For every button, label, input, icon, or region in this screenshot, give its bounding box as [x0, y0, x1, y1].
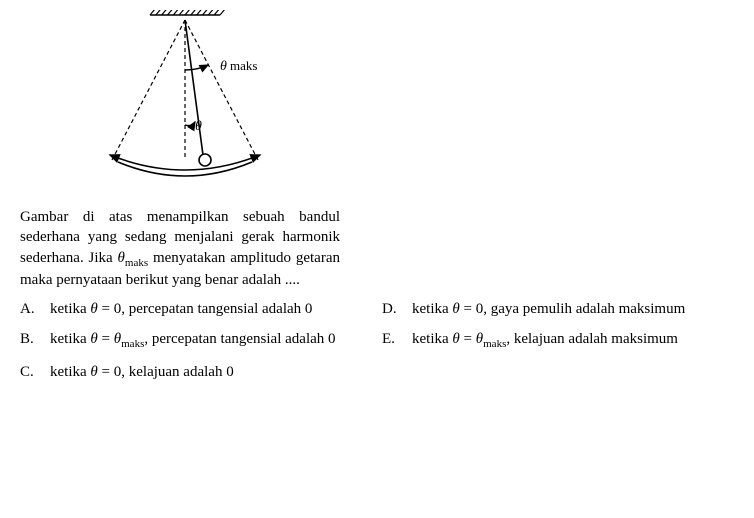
option-a-letter: A. [20, 299, 38, 319]
svg-text:maks: maks [230, 58, 257, 73]
pendulum-figure: θ maksθ [100, 10, 734, 195]
options-right-column: D. ketika θ = 0, gaya pemulih adalah mak… [382, 299, 712, 382]
option-a-text: ketika θ = 0, percepatan tangensial adal… [50, 299, 312, 319]
option-e-text: ketika θ = θmaks, kelajuan adalah maksim… [412, 329, 678, 352]
svg-text:θ: θ [195, 119, 202, 134]
theta-subscript: maks [125, 257, 148, 269]
option-d-letter: D. [382, 299, 400, 319]
option-b-letter: B. [20, 329, 38, 352]
option-c: C. ketika θ = 0, kelajuan adalah 0 [20, 362, 350, 382]
option-e-letter: E. [382, 329, 400, 352]
option-b: B. ketika θ = θmaks, percepatan tangen­s… [20, 329, 350, 352]
theta-symbol: θ [118, 250, 125, 266]
option-d: D. ketika θ = 0, gaya pemulih adalah mak… [382, 299, 712, 319]
question-stem: Gambar di atas menampilkan sebuah bandul… [20, 207, 340, 291]
options-left-column: A. ketika θ = 0, percepatan tangensial a… [20, 299, 350, 382]
option-d-text: ketika θ = 0, gaya pemulih adalah maksim… [412, 299, 685, 319]
option-b-text: ketika θ = θmaks, percepatan tangen­sial… [50, 329, 336, 352]
option-e: E. ketika θ = θmaks, kelajuan adalah mak… [382, 329, 712, 352]
options: A. ketika θ = 0, percepatan tangensial a… [20, 299, 734, 382]
option-c-text: ketika θ = 0, kelajuan adalah 0 [50, 362, 234, 382]
svg-text:θ: θ [220, 59, 227, 74]
option-a: A. ketika θ = 0, percepatan tangensial a… [20, 299, 350, 319]
option-c-letter: C. [20, 362, 38, 382]
